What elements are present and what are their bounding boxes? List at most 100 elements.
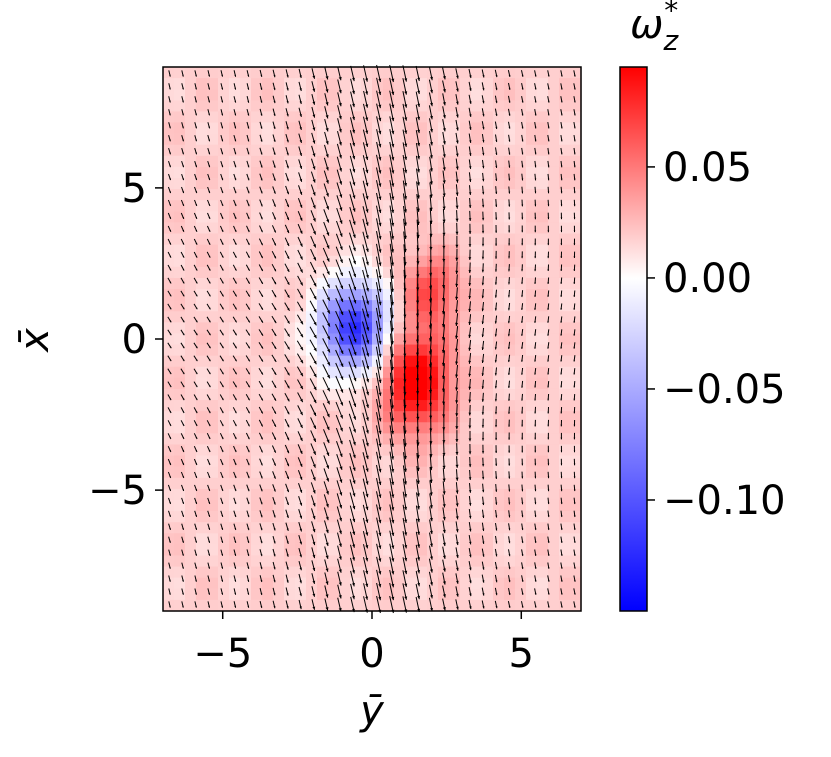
heatmap-cell <box>559 345 571 357</box>
heatmap-cell <box>471 500 483 512</box>
heatmap-cell <box>284 478 296 490</box>
heatmap-cell <box>262 145 274 157</box>
heatmap-cell <box>449 600 461 612</box>
heatmap-cell <box>306 544 318 556</box>
heatmap-cell <box>163 333 175 345</box>
heatmap-cell <box>427 411 439 423</box>
heatmap-cell <box>515 467 527 479</box>
heatmap-cell <box>262 256 274 268</box>
heatmap-cell <box>218 100 230 112</box>
heatmap-cell <box>570 211 582 223</box>
heatmap-cell <box>449 589 461 601</box>
heatmap-cell <box>405 189 417 201</box>
heatmap-cell <box>449 467 461 479</box>
heatmap-cell <box>526 433 538 445</box>
heatmap-cell <box>548 600 560 612</box>
heatmap-cell <box>394 367 406 379</box>
heatmap-cell <box>570 167 582 179</box>
heatmap-cell <box>493 111 505 123</box>
heatmap-cell <box>262 178 274 190</box>
heatmap-cell <box>229 234 241 246</box>
heatmap-cell <box>570 411 582 423</box>
heatmap-cell <box>427 200 439 212</box>
heatmap-cell <box>218 289 230 301</box>
heatmap-cell <box>306 433 318 445</box>
heatmap-cell <box>207 289 219 301</box>
heatmap-cell <box>218 167 230 179</box>
heatmap-cell <box>427 500 439 512</box>
heatmap-cell <box>306 100 318 112</box>
heatmap-cell <box>251 444 263 456</box>
heatmap-cell <box>196 89 208 101</box>
heatmap-cell <box>548 411 560 423</box>
heatmap-cell <box>427 478 439 490</box>
heatmap-cell <box>548 589 560 601</box>
heatmap-cell <box>284 78 296 90</box>
heatmap-cell <box>471 289 483 301</box>
colorbar-gradient <box>620 67 647 611</box>
heatmap-cell <box>449 211 461 223</box>
heatmap-cell <box>570 234 582 246</box>
heatmap-cell <box>251 367 263 379</box>
heatmap-cell <box>405 589 417 601</box>
heatmap-cell <box>504 267 516 279</box>
heatmap-cell <box>196 145 208 157</box>
heatmap-cell <box>174 378 186 390</box>
heatmap-cell <box>328 356 340 368</box>
heatmap-cell <box>240 367 252 379</box>
heatmap-cell <box>240 245 252 257</box>
heatmap-cell <box>185 311 197 323</box>
heatmap-cell <box>262 467 274 479</box>
heatmap-cell <box>229 311 241 323</box>
heatmap-cell <box>405 456 417 468</box>
heatmap-cell <box>196 300 208 312</box>
heatmap-cell <box>471 533 483 545</box>
heatmap-cell <box>471 589 483 601</box>
heatmap-cell <box>174 67 186 79</box>
heatmap-cell <box>537 433 549 445</box>
heatmap-cell <box>284 200 296 212</box>
heatmap-cell <box>174 100 186 112</box>
heatmap-cell <box>515 245 527 257</box>
heatmap-cell <box>218 234 230 246</box>
heatmap-cell <box>196 311 208 323</box>
heatmap-cell <box>449 156 461 168</box>
heatmap-cell <box>482 478 494 490</box>
heatmap-cell <box>449 511 461 523</box>
heatmap-cell <box>306 600 318 612</box>
heatmap-cell <box>207 100 219 112</box>
heatmap-cell <box>471 123 483 135</box>
heatmap-cell <box>515 444 527 456</box>
heatmap-cell <box>471 422 483 434</box>
heatmap-cell <box>504 478 516 490</box>
heatmap-cell <box>449 134 461 146</box>
heatmap-cell <box>174 400 186 412</box>
heatmap-cell <box>185 89 197 101</box>
heatmap-cell <box>262 578 274 590</box>
heatmap-cell <box>339 511 351 523</box>
heatmap-cell <box>427 356 439 368</box>
heatmap-cell <box>504 378 516 390</box>
heatmap-cell <box>493 278 505 290</box>
heatmap-cell <box>405 289 417 301</box>
heatmap-cell <box>559 444 571 456</box>
heatmap-cell <box>493 444 505 456</box>
heatmap-cell <box>196 267 208 279</box>
heatmap-cell <box>537 256 549 268</box>
heatmap-cell <box>493 189 505 201</box>
heatmap-cell <box>284 278 296 290</box>
heatmap-cell <box>493 134 505 146</box>
heatmap-cell <box>482 111 494 123</box>
heatmap-cell <box>405 400 417 412</box>
heatmap-cell <box>493 544 505 556</box>
heatmap-cell <box>427 89 439 101</box>
heatmap-cell <box>185 400 197 412</box>
heatmap-cell <box>559 245 571 257</box>
heatmap-cell <box>218 67 230 79</box>
heatmap-cell <box>284 600 296 612</box>
heatmap-cell <box>273 378 285 390</box>
heatmap-cell <box>361 67 373 79</box>
heatmap-cell <box>273 356 285 368</box>
heatmap-cell <box>504 467 516 479</box>
heatmap-cell <box>548 200 560 212</box>
